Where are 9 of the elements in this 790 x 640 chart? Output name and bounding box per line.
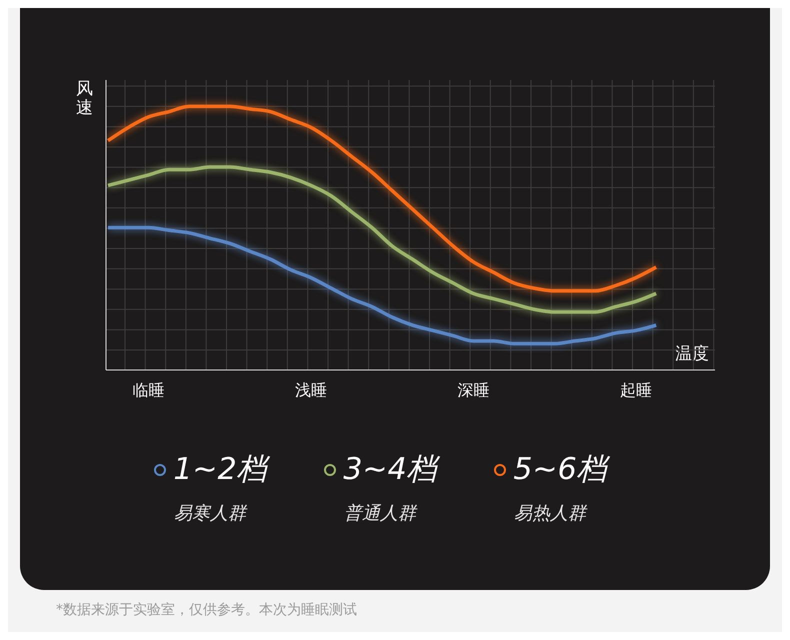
x-tick-label: 深睡 (457, 380, 490, 400)
text: 易热人群 (513, 502, 588, 525)
x-tick-label: 起睡 (620, 380, 652, 400)
x-tick-label: 浅睡 (295, 380, 328, 400)
text: 易寒人群 (173, 502, 248, 525)
x-tick-label: 临睡 (132, 380, 165, 400)
text: 普通人群 (343, 502, 418, 525)
text: *数据来源于实验室，仅供参考。本次为睡眠测试 (56, 601, 357, 619)
y-axis-title: 风速 (76, 79, 94, 118)
